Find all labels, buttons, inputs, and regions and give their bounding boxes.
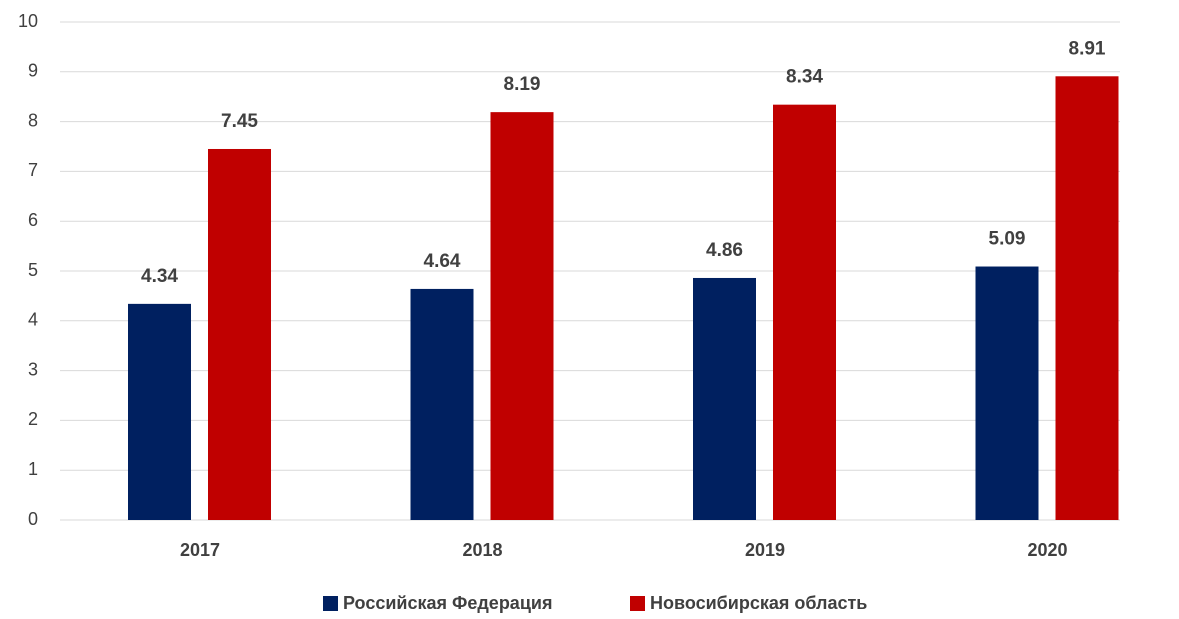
data-label: 5.09 bbox=[989, 229, 1026, 250]
data-label: 8.34 bbox=[786, 67, 823, 88]
data-label: 8.19 bbox=[504, 74, 541, 95]
y-tick-label: 0 bbox=[28, 509, 38, 529]
data-label: 8.91 bbox=[1069, 38, 1106, 59]
legend-label: Российская Федерация bbox=[343, 593, 552, 613]
y-tick-label: 4 bbox=[28, 310, 38, 330]
data-label: 4.64 bbox=[424, 251, 461, 272]
legend-swatch bbox=[630, 596, 645, 611]
y-tick-label: 6 bbox=[28, 210, 38, 230]
bar bbox=[490, 112, 554, 520]
y-tick-label: 9 bbox=[28, 61, 38, 81]
data-label: 7.45 bbox=[221, 111, 258, 132]
y-tick-label: 8 bbox=[28, 110, 38, 130]
bar bbox=[128, 303, 191, 520]
bar bbox=[410, 288, 474, 520]
x-tick-label: 2019 bbox=[745, 540, 785, 560]
bar bbox=[1055, 76, 1119, 521]
legend-label: Новосибирская область bbox=[650, 593, 867, 613]
y-tick-label: 2 bbox=[28, 409, 38, 429]
x-tick-label: 2017 bbox=[180, 540, 220, 560]
data-label: 4.86 bbox=[706, 240, 743, 261]
bar bbox=[773, 104, 836, 520]
x-tick-label: 2018 bbox=[462, 540, 502, 560]
y-tick-label: 7 bbox=[28, 160, 38, 180]
y-tick-label: 1 bbox=[28, 459, 38, 479]
legend-swatch bbox=[323, 596, 338, 611]
bar bbox=[693, 277, 756, 520]
y-tick-label: 10 bbox=[18, 11, 38, 31]
x-tick-label: 2020 bbox=[1027, 540, 1067, 560]
y-tick-label: 3 bbox=[28, 359, 38, 379]
bar bbox=[975, 266, 1039, 520]
y-tick-label: 5 bbox=[28, 260, 38, 280]
data-label: 4.34 bbox=[141, 266, 178, 287]
bar bbox=[208, 148, 271, 521]
